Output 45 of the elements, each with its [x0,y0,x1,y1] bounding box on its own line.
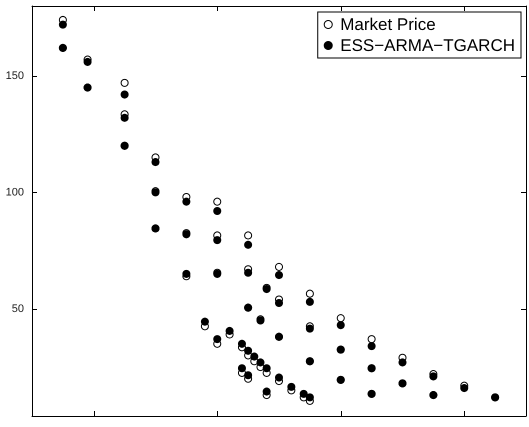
point [213,207,222,215]
point [275,374,283,382]
point [238,364,246,372]
point [256,358,264,366]
point [244,346,252,355]
point [182,270,190,278]
legend-label: Market Price [340,15,436,34]
point [238,340,246,348]
point [275,262,283,271]
point [262,364,271,372]
point [244,231,252,240]
point [152,158,160,166]
y-tick-label: 100 [6,186,24,198]
point [213,198,222,206]
point [275,299,283,308]
point [460,384,468,392]
point [244,240,252,249]
point [398,358,406,366]
point [336,314,345,322]
point [250,352,258,361]
point [200,318,209,326]
point [306,298,314,306]
point [244,268,252,277]
point [58,20,67,29]
y-tick-label: 50 [12,302,24,315]
point [368,342,376,350]
point [213,335,222,344]
point [120,90,129,99]
point [120,78,129,87]
point [306,290,314,298]
point [182,198,190,206]
point [262,388,271,396]
point [306,324,314,333]
point [120,114,129,122]
point [336,321,345,330]
point [226,326,234,335]
legend-label: ESS−ARMA−TGARCH [340,36,515,55]
point [244,371,252,380]
point [213,236,222,244]
point [368,335,376,344]
point [300,390,308,398]
point [306,393,314,402]
point [275,271,283,280]
point [287,382,296,391]
y-tick-label: 150 [6,70,24,82]
